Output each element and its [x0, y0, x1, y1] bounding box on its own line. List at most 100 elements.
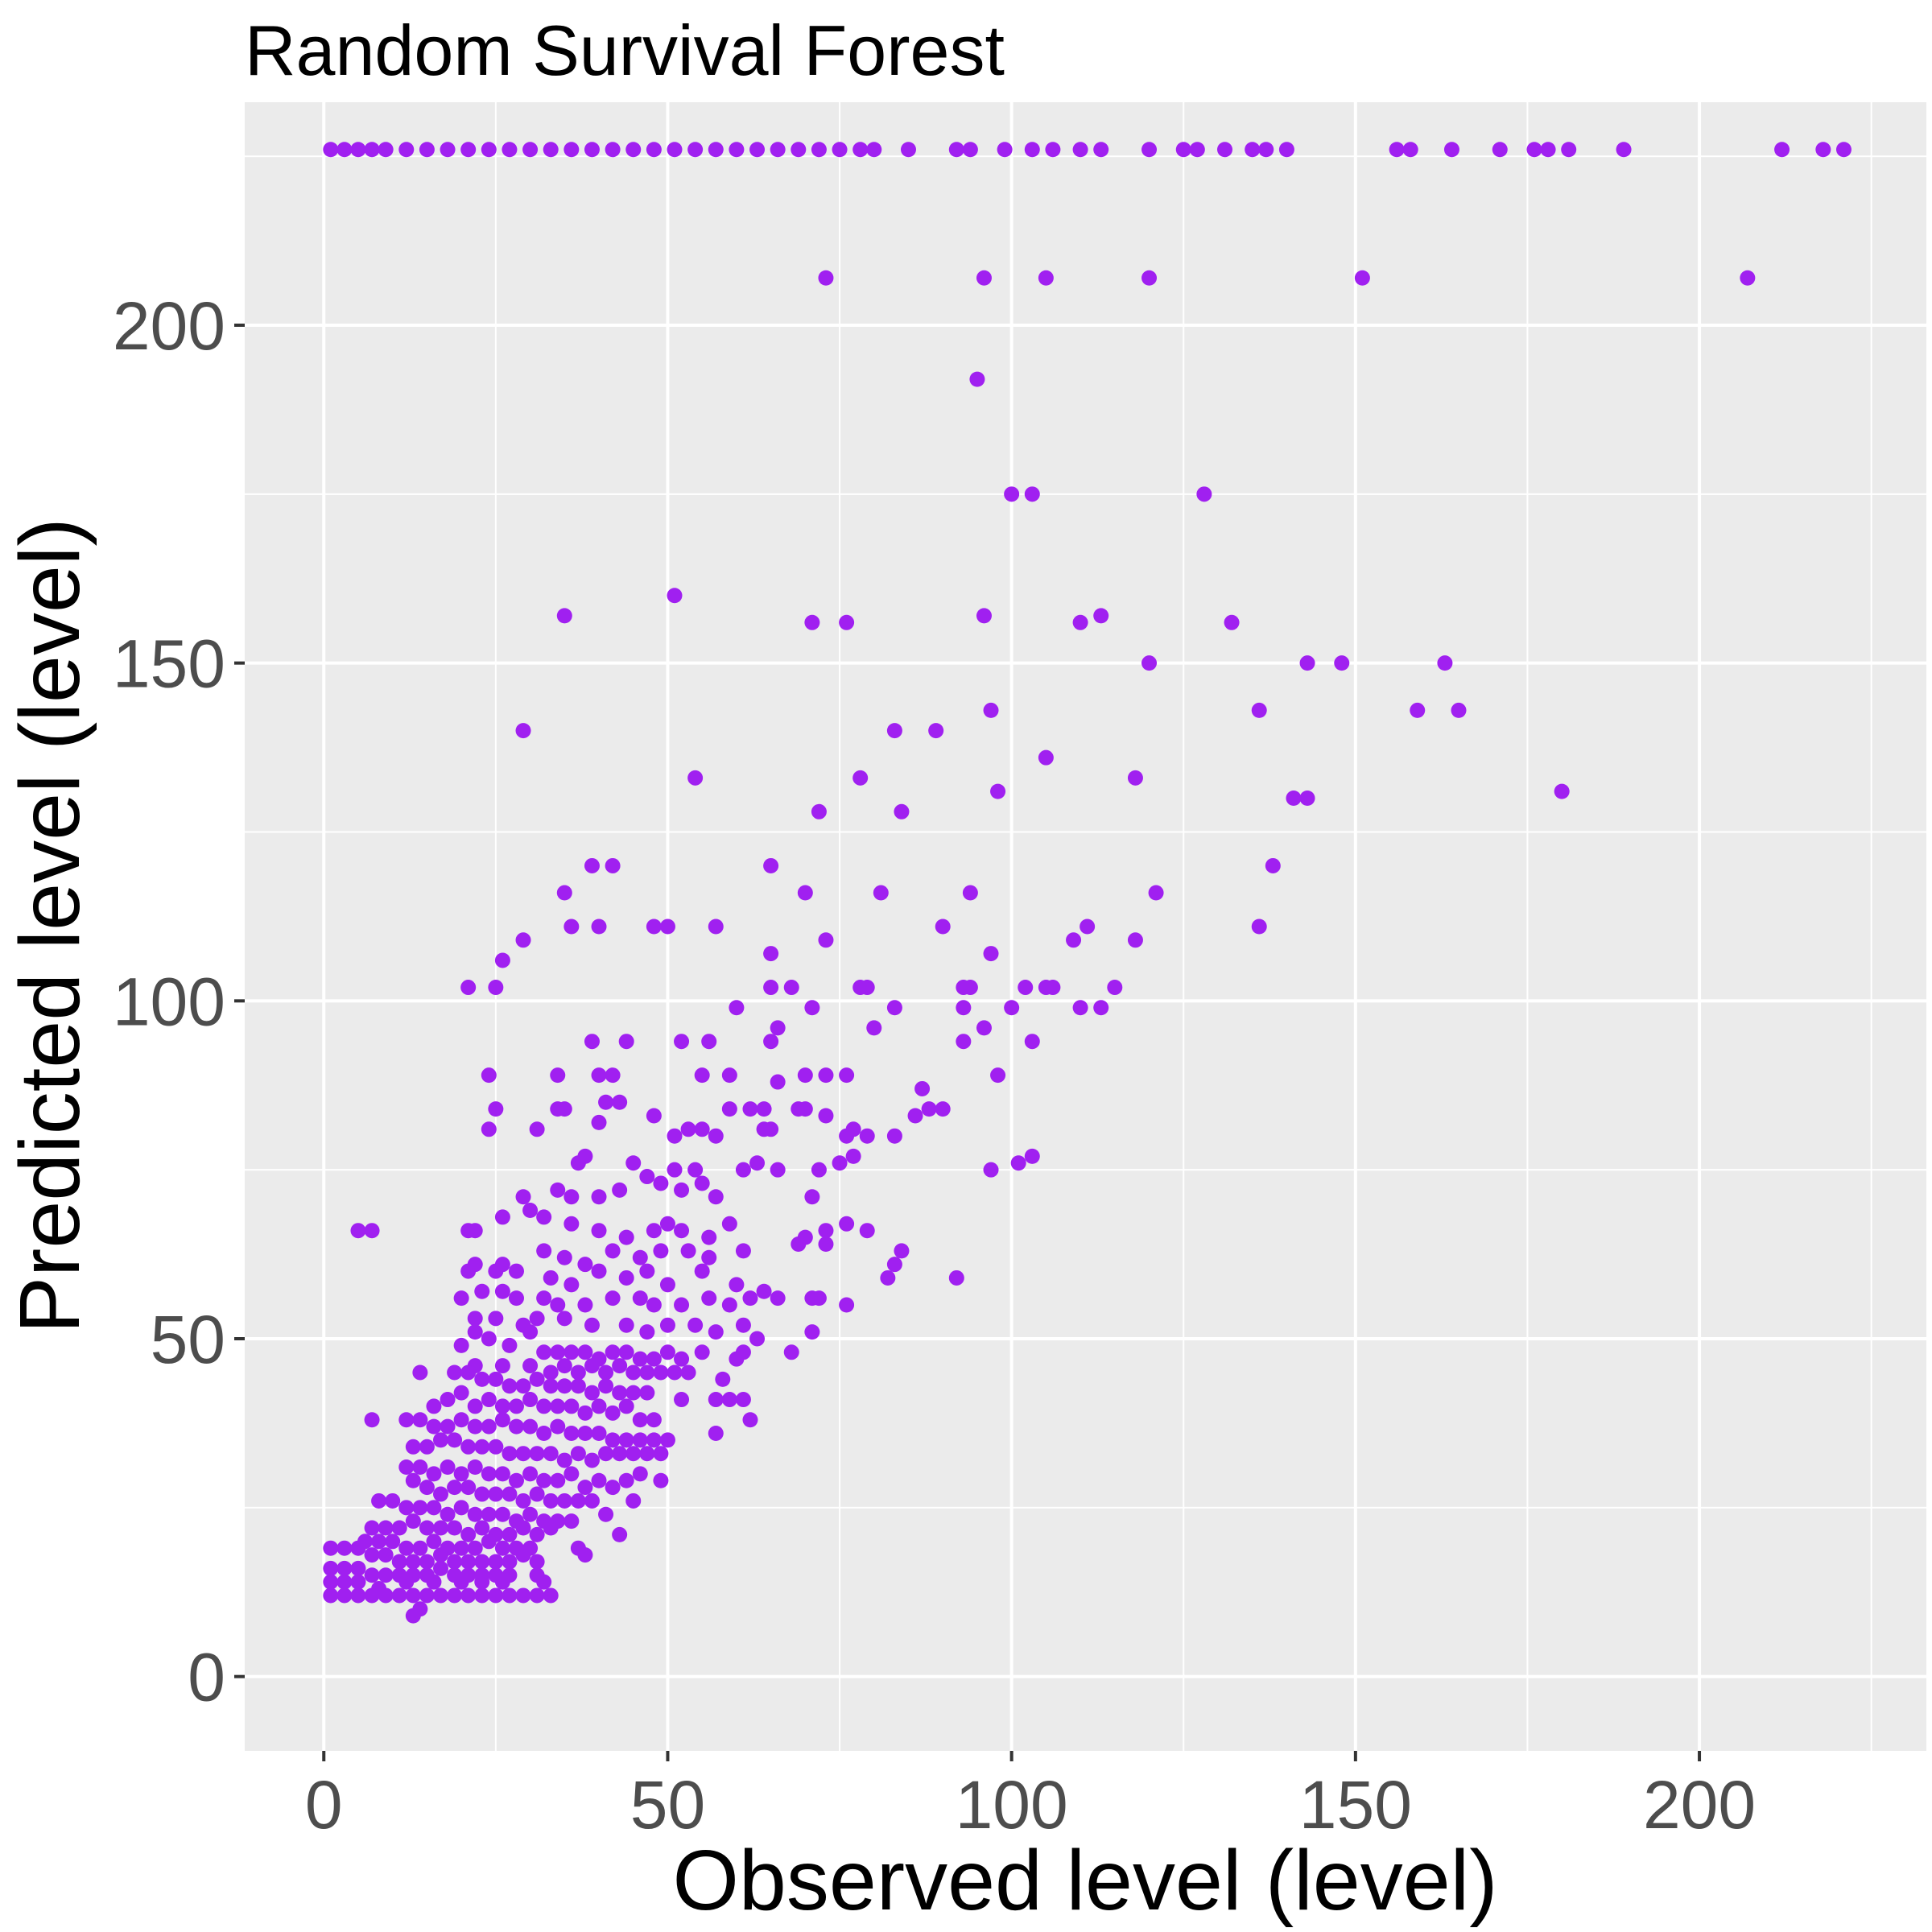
- data-point: [612, 1385, 628, 1401]
- data-point: [350, 1223, 366, 1239]
- data-point: [494, 1257, 510, 1273]
- data-point: [818, 1108, 834, 1124]
- data-point: [852, 770, 869, 786]
- data-point: [1093, 608, 1109, 624]
- data-point: [1835, 142, 1852, 158]
- data-point: [983, 946, 999, 962]
- data-point: [412, 1459, 428, 1475]
- data-point: [763, 1121, 779, 1137]
- data-point: [618, 1398, 634, 1414]
- data-point: [962, 980, 978, 996]
- data-point: [708, 1189, 724, 1205]
- data-point: [378, 1547, 394, 1563]
- data-point: [632, 1290, 648, 1307]
- data-point: [474, 1554, 490, 1570]
- data-point: [591, 1114, 607, 1130]
- data-point: [536, 1426, 552, 1442]
- data-point: [323, 1574, 339, 1590]
- data-point: [529, 1587, 545, 1604]
- data-point: [577, 1405, 593, 1421]
- data-point: [625, 142, 642, 158]
- data-point: [323, 1540, 339, 1556]
- data-point: [653, 1364, 669, 1381]
- data-point: [632, 1351, 648, 1367]
- data-point: [1334, 655, 1350, 671]
- data-point: [866, 1020, 882, 1036]
- data-point: [433, 1547, 449, 1563]
- data-point: [564, 919, 580, 935]
- data-point: [502, 1587, 518, 1604]
- data-point: [522, 1418, 539, 1435]
- data-point: [419, 1554, 435, 1570]
- data-point: [591, 1472, 607, 1488]
- data-point: [529, 1371, 545, 1387]
- data-point: [398, 1540, 415, 1556]
- data-point: [639, 1385, 655, 1401]
- data-point: [818, 932, 834, 948]
- data-point: [378, 1587, 394, 1604]
- data-point: [873, 885, 889, 901]
- data-point: [467, 1459, 483, 1475]
- data-point: [1251, 919, 1267, 935]
- data-point: [453, 1500, 469, 1516]
- data-point: [584, 1034, 600, 1050]
- x-tick-label: 0: [305, 1767, 343, 1843]
- data-point: [1148, 885, 1164, 901]
- data-point: [550, 1472, 566, 1488]
- data-point: [618, 1472, 634, 1488]
- data-point: [405, 1472, 421, 1488]
- data-point: [639, 1364, 655, 1381]
- data-point: [612, 1358, 628, 1374]
- data-point: [364, 1412, 380, 1428]
- data-point: [667, 588, 683, 604]
- data-point: [1127, 770, 1143, 786]
- data-point: [708, 919, 724, 935]
- data-point: [522, 1324, 539, 1340]
- data-point: [364, 1520, 380, 1536]
- data-point: [653, 1243, 669, 1259]
- data-point: [721, 1067, 737, 1084]
- data-point: [708, 1324, 724, 1340]
- data-point: [508, 1290, 524, 1307]
- data-point: [536, 1574, 552, 1590]
- data-point: [467, 1257, 483, 1273]
- data-point: [659, 919, 675, 935]
- data-point: [508, 1263, 524, 1279]
- data-point: [350, 1574, 366, 1590]
- data-point: [1526, 142, 1542, 158]
- data-point: [921, 1101, 937, 1117]
- data-point: [990, 1067, 1006, 1084]
- data-point: [715, 1371, 731, 1387]
- data-point: [543, 1364, 559, 1381]
- data-point: [646, 142, 662, 158]
- data-point: [1451, 702, 1467, 718]
- data-point: [494, 1358, 510, 1374]
- data-point: [1141, 142, 1158, 158]
- data-point: [976, 270, 992, 286]
- data-point: [625, 1492, 642, 1509]
- data-point: [756, 1283, 772, 1299]
- data-point: [412, 1364, 428, 1381]
- data-point: [962, 142, 978, 158]
- data-point: [605, 1480, 621, 1496]
- data-point: [556, 1452, 572, 1468]
- data-point: [653, 1175, 669, 1191]
- data-point: [763, 980, 779, 996]
- data-point: [570, 1155, 586, 1171]
- data-point: [935, 919, 951, 935]
- data-point: [721, 1297, 737, 1313]
- data-point: [804, 1189, 820, 1205]
- data-point: [674, 1392, 690, 1408]
- data-point: [522, 1506, 539, 1522]
- data-point: [550, 1344, 566, 1360]
- data-point: [336, 1560, 353, 1576]
- data-point: [474, 1520, 490, 1536]
- data-point: [364, 1587, 380, 1604]
- data-point: [997, 142, 1013, 158]
- data-point: [336, 1587, 353, 1604]
- data-points: [323, 142, 1852, 1624]
- data-point: [742, 1412, 758, 1428]
- data-point: [1045, 980, 1061, 996]
- data-point: [364, 1547, 380, 1563]
- data-point: [522, 142, 539, 158]
